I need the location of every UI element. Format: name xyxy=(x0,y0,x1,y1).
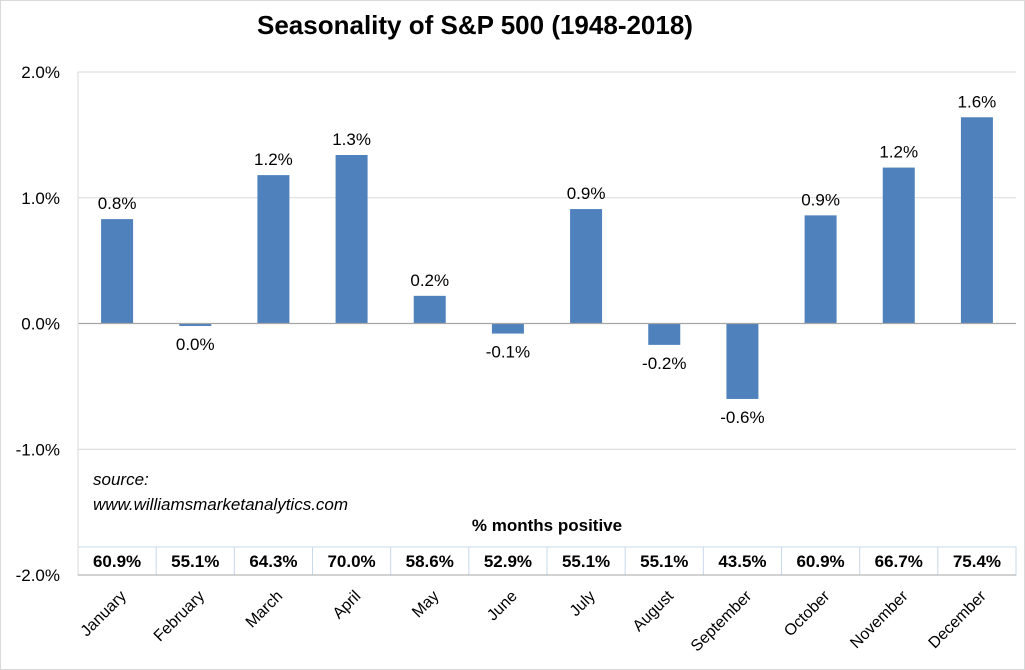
x-tick-label: August xyxy=(630,587,678,635)
x-tick-label: March xyxy=(243,588,286,631)
x-tick-label: July xyxy=(567,588,599,620)
pct-positive-value: 52.9% xyxy=(484,552,532,571)
bar xyxy=(570,209,603,324)
pct-positive-value: 55.1% xyxy=(640,552,688,571)
pct-positive-value: 55.1% xyxy=(562,552,610,571)
data-label: 0.9% xyxy=(567,184,606,203)
y-tick-label: 0.0% xyxy=(21,315,60,334)
data-label: 0.2% xyxy=(410,271,449,290)
bar xyxy=(882,167,915,324)
x-tick-label: September xyxy=(688,587,756,655)
x-tick-label: October xyxy=(781,587,834,640)
y-tick-label: 2.0% xyxy=(21,63,60,82)
data-label: 1.3% xyxy=(332,130,371,149)
bar xyxy=(257,175,290,324)
bar xyxy=(101,219,134,324)
x-tick-label: April xyxy=(330,588,365,623)
bar xyxy=(960,117,993,324)
data-label: -0.2% xyxy=(642,354,686,373)
bar xyxy=(726,323,759,399)
y-tick-label: 1.0% xyxy=(21,189,60,208)
data-label: 0.0% xyxy=(176,335,215,354)
chart-title: Seasonality of S&P 500 (1948-2018) xyxy=(257,10,693,40)
source-label: source: xyxy=(93,470,149,489)
pct-positive-value: 60.9% xyxy=(93,552,141,571)
bar xyxy=(179,323,212,327)
bar xyxy=(648,323,681,345)
source-url: www.williamsmarketanalytics.com xyxy=(93,495,349,514)
pct-positive-value: 64.3% xyxy=(249,552,297,571)
data-label: -0.6% xyxy=(720,408,764,427)
x-tick-label: February xyxy=(151,588,208,645)
bar xyxy=(804,215,837,324)
bar xyxy=(413,295,446,324)
data-label: -0.1% xyxy=(486,343,530,362)
bar xyxy=(335,154,368,324)
y-tick-label: -2.0% xyxy=(16,566,60,585)
data-label: 0.8% xyxy=(98,194,137,213)
pct-positive-value: 43.5% xyxy=(718,552,766,571)
data-label: 0.9% xyxy=(801,190,840,209)
data-label: 1.6% xyxy=(958,92,997,111)
pct-positive-value: 55.1% xyxy=(171,552,219,571)
pct-positive-value: 70.0% xyxy=(327,552,375,571)
data-label: 1.2% xyxy=(254,150,293,169)
pct-positive-value: 75.4% xyxy=(953,552,1001,571)
x-tick-label: December xyxy=(926,587,991,652)
x-tick-label: November xyxy=(847,587,912,652)
x-tick-label: May xyxy=(409,588,442,621)
x-tick-label: June xyxy=(484,588,521,625)
y-tick-label: -1.0% xyxy=(16,440,60,459)
x-tick-label: January xyxy=(78,588,130,640)
data-label: 1.2% xyxy=(879,143,918,162)
pct-positive-title: % months positive xyxy=(471,516,623,535)
bar xyxy=(491,323,524,334)
pct-positive-value: 58.6% xyxy=(406,552,454,571)
pct-positive-value: 60.9% xyxy=(796,552,844,571)
pct-positive-value: 66.7% xyxy=(875,552,923,571)
source-note: source: www.williamsmarketanalytics.com xyxy=(93,467,348,517)
